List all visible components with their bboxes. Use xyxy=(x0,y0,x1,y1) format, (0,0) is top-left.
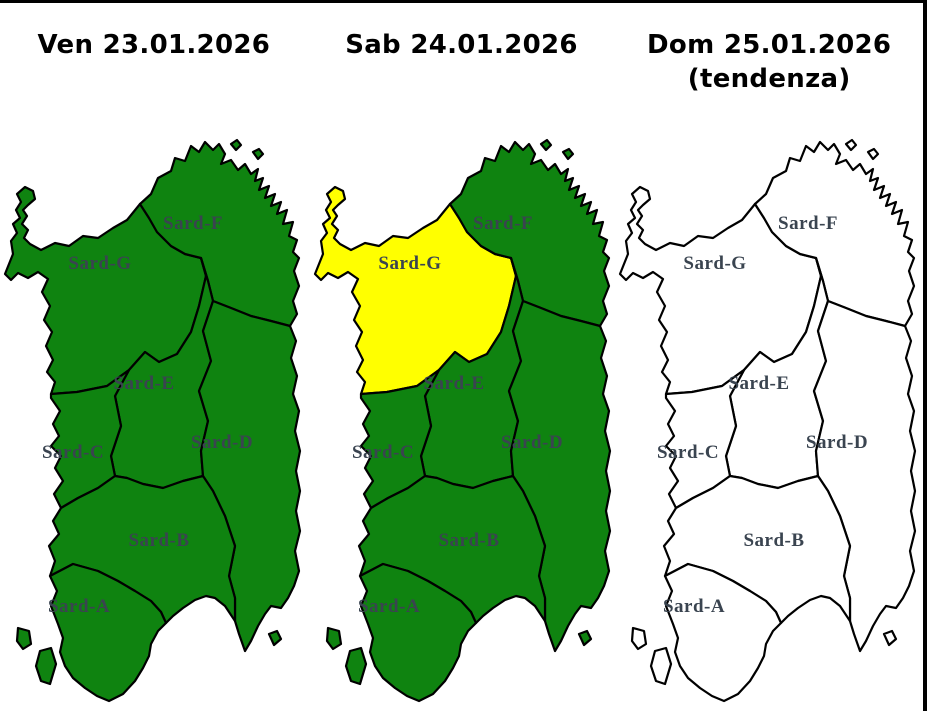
map-dom-label-sard-a: Sard-A xyxy=(663,596,725,617)
map-dom-label-sard-b: Sard-B xyxy=(743,530,804,551)
map-ven-islet-sard-a xyxy=(34,646,58,686)
map-sab-label-sard-g: Sard-G xyxy=(378,253,441,274)
map-ven-label-sard-e: Sard-E xyxy=(113,373,174,394)
map-ven-label-sard-b: Sard-B xyxy=(128,530,189,551)
map-dom-zone-sard-a xyxy=(663,562,783,703)
map-sab-label-sard-b: Sard-B xyxy=(438,530,499,551)
map-sab-islet-sard-a xyxy=(344,646,368,686)
map-ven-islet-sard-f xyxy=(251,147,265,161)
map-host-sab: Sard-F Sard-G Sard-E Sard-C Sard-D Sard-… xyxy=(313,136,613,711)
map-ven: Sard-F Sard-G Sard-E Sard-C Sard-D Sard-… xyxy=(3,138,302,703)
map-dom-label-sard-f: Sard-F xyxy=(778,213,838,234)
date-header-row: Ven 23.01.2026 Sab 24.01.2026 Dom 25.01.… xyxy=(0,29,923,97)
map-ven-zone-sard-b xyxy=(47,474,237,625)
map-sab-label-sard-d: Sard-D xyxy=(501,432,563,453)
date-header-dom-sublabel: (tendenza) xyxy=(687,63,851,94)
map-sab-zone-sard-b xyxy=(357,474,547,625)
map-dom-label-sard-e: Sard-E xyxy=(728,373,789,394)
map-ven-islet-sard-d xyxy=(267,629,283,647)
map-sab-islet-sard-d xyxy=(577,629,593,647)
map-dom-islet-sard-f xyxy=(866,147,880,161)
map-sab: Sard-F Sard-G Sard-E Sard-C Sard-D Sard-… xyxy=(313,138,612,703)
map-ven-islet-sard-f xyxy=(229,138,243,152)
map-sab-label-sard-f: Sard-F xyxy=(473,213,533,234)
date-header-dom-label: Dom 25.01.2026 xyxy=(647,30,892,60)
map-sab-islet-sard-f xyxy=(561,147,575,161)
map-ven-islet-sard-a xyxy=(15,626,33,651)
date-header-ven-label: Ven 23.01.2026 xyxy=(37,30,271,60)
map-dom-label-sard-c: Sard-C xyxy=(657,442,719,463)
map-ven-label-sard-c: Sard-C xyxy=(42,442,104,463)
map-ven-zone-sard-a xyxy=(48,562,168,703)
map-ven-label-sard-f: Sard-F xyxy=(163,213,223,234)
map-sab-label-sard-a: Sard-A xyxy=(358,596,420,617)
map-ven-label-sard-d: Sard-D xyxy=(191,432,253,453)
map-dom-islet-sard-a xyxy=(649,646,673,686)
map-dom-islet-sard-d xyxy=(882,629,898,647)
map-sab-islet-sard-f xyxy=(539,138,553,152)
date-header-sab-label: Sab 24.01.2026 xyxy=(345,30,578,60)
date-header-dom: Dom 25.01.2026 (tendenza) xyxy=(615,29,923,97)
map-dom-label-sard-d: Sard-D xyxy=(806,432,868,453)
map-dom: Sard-F Sard-G Sard-E Sard-C Sard-D Sard-… xyxy=(618,138,917,703)
map-dom-zone-sard-b xyxy=(662,474,852,625)
map-ven-label-sard-a: Sard-A xyxy=(48,596,110,617)
date-header-sab: Sab 24.01.2026 xyxy=(308,29,616,97)
date-header-ven: Ven 23.01.2026 xyxy=(0,29,308,97)
map-ven-label-sard-g: Sard-G xyxy=(68,253,131,274)
map-sab-zone-sard-a xyxy=(358,562,478,703)
map-host-dom: Sard-F Sard-G Sard-E Sard-C Sard-D Sard-… xyxy=(618,136,918,711)
map-sab-islet-sard-a xyxy=(325,626,343,651)
map-dom-label-sard-g: Sard-G xyxy=(683,253,746,274)
map-dom-islet-sard-a xyxy=(630,626,648,651)
map-dom-islet-sard-f xyxy=(844,138,858,152)
map-sab-label-sard-e: Sard-E xyxy=(423,373,484,394)
map-sab-label-sard-c: Sard-C xyxy=(352,442,414,463)
map-host-ven: Sard-F Sard-G Sard-E Sard-C Sard-D Sard-… xyxy=(3,136,303,711)
